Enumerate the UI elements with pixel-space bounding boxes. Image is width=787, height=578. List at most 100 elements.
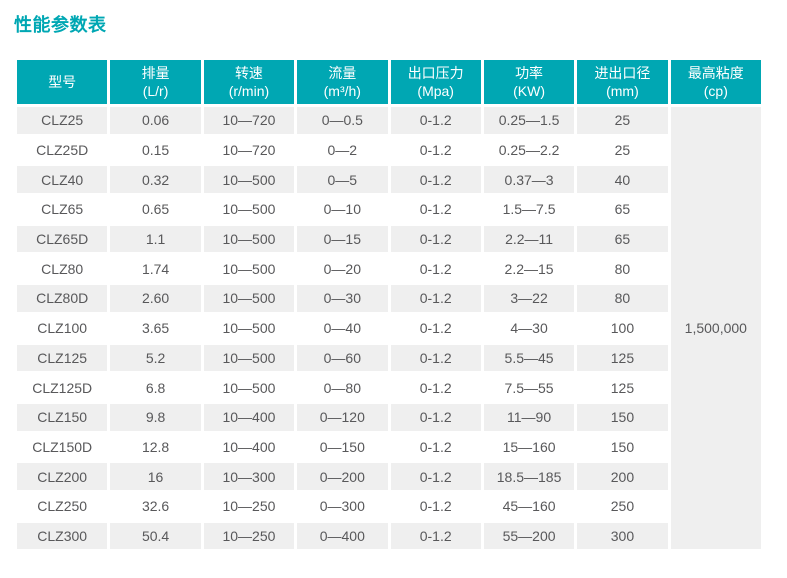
table-header-row: 型号 排量 (L/r) 转速 (r/min) 流量 (m³/h) 出口压力 (Mpa) 功率 (KW… [13,57,765,107]
cell-displacement: 3.65 [107,311,204,345]
cell-speed: 10—720 [200,133,298,167]
table-row-CLZ100: CLZ100 3.65 10—500 0—40 0-1.2 4—30 100 [13,311,763,345]
cell-model: CLZ80 [13,252,111,286]
cell-pressure: 0-1.2 [387,489,484,523]
cell-model: CLZ40 [13,163,111,197]
page: 性能参数表 型号 排量 (L/r) 转速 (r/min) 流量 (m³/h) 出口压力 (Mpa… [13,15,765,553]
cell-pressure: 0-1.2 [387,104,484,137]
cell-pressure: 0-1.2 [387,371,484,404]
table-row-CLZ200: CLZ200 16 10—300 0—200 0-1.2 18.5—185 200 [13,460,763,493]
performance-parameter-table: 型号 排量 (L/r) 转速 (r/min) 流量 (m³/h) 出口压力 (Mpa) 功率 (KW… [13,57,765,553]
cell-power: 1.5—7.5 [480,193,578,226]
cell-power: 2.2—11 [480,222,578,256]
table-row-CLZ250: CLZ250 32.6 10—250 0—300 0-1.2 45—160 250 [13,489,763,523]
cell-diameter: 25 [574,133,671,167]
cell-flow: 0—300 [294,489,391,523]
cell-power: 0.25—1.5 [480,104,578,137]
cell-pressure: 0-1.2 [387,222,484,256]
cell-power: 4—30 [480,311,578,345]
cell-diameter: 150 [574,430,671,464]
cell-model: CLZ200 [13,460,111,493]
column-label: 出口压力 [407,64,464,81]
cell-flow: 0—20 [294,252,391,286]
cell-power: 7.5—55 [480,371,578,404]
cell-power: 55—200 [480,519,578,553]
column-unit: (cp) [703,83,728,99]
cell-power: 5.5—45 [480,341,578,375]
cell-flow: 0—30 [294,282,391,315]
column-header-model: 型号 [13,57,111,107]
cell-pressure: 0-1.2 [387,460,484,493]
cell-diameter: 65 [574,193,671,226]
cell-power: 18.5—185 [480,460,578,493]
cell-displacement: 1.74 [107,252,204,286]
cell-model: CLZ125 [13,341,111,375]
cell-speed: 10—250 [200,519,298,553]
column-header-speed: 转速 (r/min) [200,57,298,107]
cell-flow: 0—80 [294,371,391,404]
cell-speed: 10—500 [200,341,298,375]
cell-diameter: 200 [574,460,671,493]
table-row-CLZ80D: CLZ80D 2.60 10—500 0—30 0-1.2 3—22 80 [13,282,763,315]
cell-pressure: 0-1.2 [387,163,484,197]
column-header-viscosity: 最高粘度 (cp) [667,57,765,107]
cell-speed: 10—500 [200,193,298,226]
column-label: 转速 [234,64,263,81]
column-unit: (m³/h) [323,83,361,99]
table-row-CLZ300: CLZ300 50.4 10—250 0—400 0-1.2 55—200 300 [13,519,763,553]
cell-flow: 0—40 [294,311,391,345]
column-label: 排量 [141,64,170,81]
page-title: 性能参数表 [14,15,107,35]
cell-speed: 10—720 [200,104,298,137]
column-label: 流量 [328,64,357,81]
table-row-CLZ25D: CLZ25D 0.15 10—720 0—2 0-1.2 0.25—2.2 25 [13,133,763,167]
cell-model: CLZ25 [13,104,111,137]
table-row-CLZ150: CLZ150 9.8 10—400 0—120 0-1.2 11—90 150 [13,400,763,434]
cell-displacement: 12.8 [107,430,204,464]
column-unit: (mm) [606,83,639,99]
cell-displacement: 0.32 [107,163,204,197]
table-header: 型号 排量 (L/r) 转速 (r/min) 流量 (m³/h) 出口压力 (Mpa) 功率 (KW… [13,57,765,107]
cell-flow: 0—400 [294,519,391,553]
cell-flow: 0—120 [294,400,391,434]
cell-power: 2.2—15 [480,252,578,286]
cell-pressure: 0-1.2 [387,193,484,226]
cell-pressure: 0-1.2 [387,430,484,464]
cell-displacement: 16 [107,460,204,493]
cell-diameter: 150 [574,400,671,434]
table-row-CLZ125D: CLZ125D 6.8 10—500 0—80 0-1.2 7.5—55 125 [13,371,763,404]
column-unit: (L/r) [142,83,169,99]
cell-power: 0.37—3 [480,163,578,197]
cell-model: CLZ25D [13,133,111,167]
cell-model: CLZ300 [13,519,111,553]
cell-model: CLZ125D [13,371,111,404]
cell-diameter: 80 [574,282,671,315]
table-row-CLZ150D: CLZ150D 12.8 10—400 0—150 0-1.2 15—160 150 [13,430,763,464]
column-header-diameter: 进出口径 (mm) [574,57,671,107]
cell-flow: 0—2 [294,133,391,167]
column-header-flow: 流量 (m³/h) [294,57,391,107]
cell-displacement: 2.60 [107,282,204,315]
cell-model: CLZ150 [13,400,111,434]
cell-flow: 0—60 [294,341,391,375]
cell-flow: 0—15 [294,222,391,256]
cell-displacement: 6.8 [107,371,204,404]
cell-pressure: 0-1.2 [387,133,484,167]
cell-displacement: 1.1 [107,222,204,256]
cell-speed: 10—250 [200,489,298,523]
column-label: 型号 [48,73,77,90]
column-unit: (KW) [513,83,545,99]
cell-speed: 10—400 [200,400,298,434]
cell-diameter: 100 [574,311,671,345]
cell-diameter: 25 [574,104,671,137]
cell-flow: 0—200 [294,460,391,493]
cell-speed: 10—500 [200,371,298,404]
cell-power: 11—90 [480,400,578,434]
cell-pressure: 0-1.2 [387,400,484,434]
column-header-power: 功率 (KW) [480,57,578,107]
table-row-CLZ25: CLZ25 0.06 10—720 0—0.5 0-1.2 0.25—1.5 25 1,500… [13,103,765,553]
column-label: 功率 [515,64,544,81]
cell-flow: 0—5 [294,163,391,197]
cell-diameter: 125 [574,371,671,404]
cell-displacement: 50.4 [107,519,204,553]
